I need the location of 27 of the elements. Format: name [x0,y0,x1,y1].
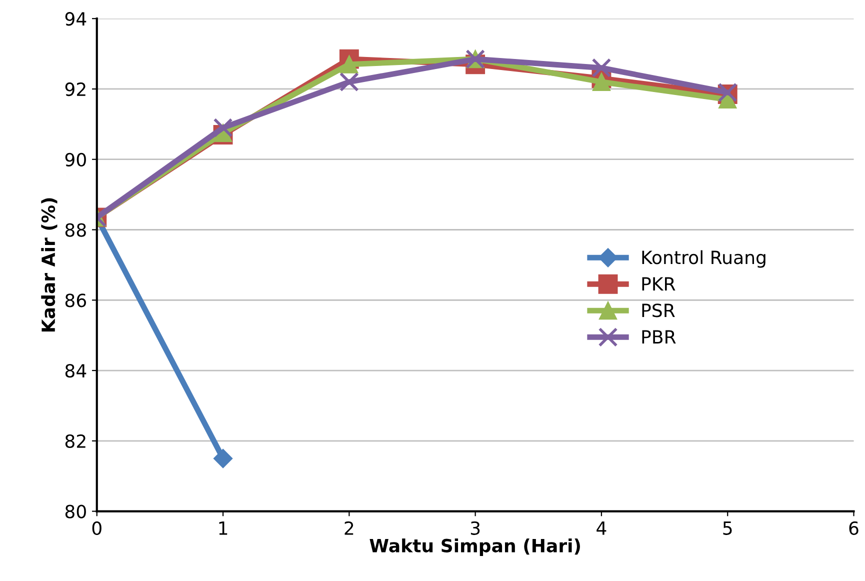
legend-label: Kontrol Ruang [642,250,766,268]
point [592,58,612,78]
y-tick-label: 92 [65,82,86,96]
x-tick-label: 4 [596,522,606,535]
x-tick-label: 1 [219,522,228,535]
point [339,72,359,92]
legend-label: PBR [642,330,676,344]
legend-label: PSR [642,304,675,318]
legend-label: PKR [642,277,676,290]
point [213,118,233,138]
x-tick-label: 6 [849,521,858,535]
y-tick-label: 94 [65,12,86,26]
point [340,55,358,74]
y-tick-label: 90 [65,152,86,166]
y-tick-label: 88 [65,223,86,237]
point [592,72,610,91]
y-tick-label: 82 [65,434,86,448]
y-tick-label: 80 [65,504,86,518]
y-tick-label: 84 [65,364,86,378]
x-tick-label: 0 [92,521,102,535]
x-tick-label: 2 [344,521,354,535]
point [213,448,233,468]
y-tick-label: 86 [65,294,86,308]
y-axis-title: Kadar Air (%) [41,198,58,332]
x-tick-label: 3 [470,521,480,535]
x-tick-label: 5 [723,522,732,535]
x-axis-title: Waktu Simpan (Hari) [370,538,580,556]
